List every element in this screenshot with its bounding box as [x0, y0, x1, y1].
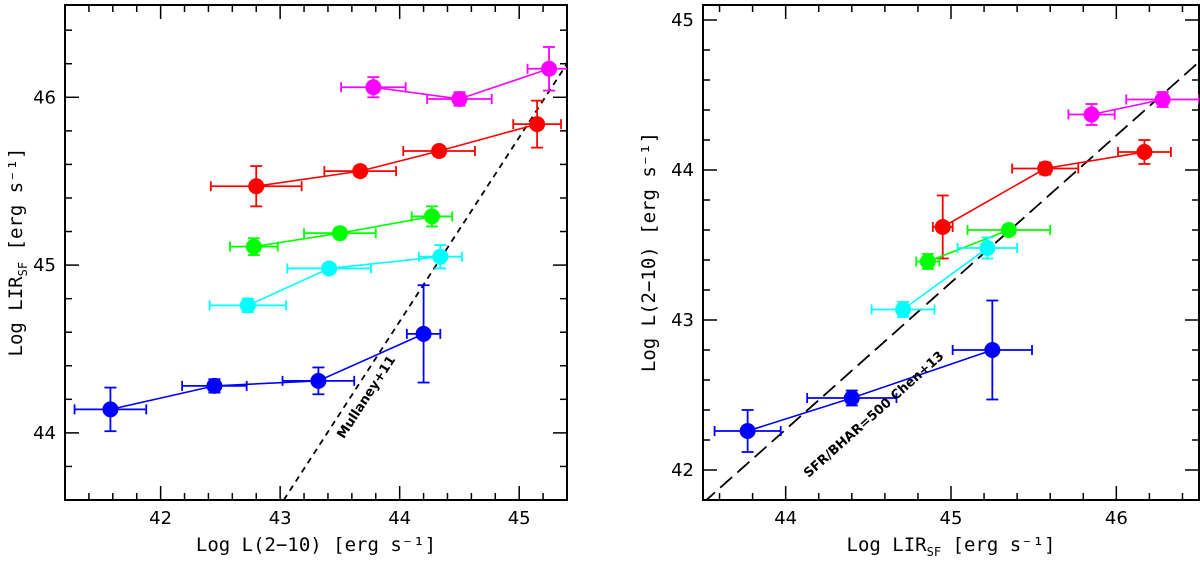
x-tick-label: 44: [388, 508, 411, 529]
series-line: [256, 123, 538, 188]
series-line: [927, 229, 1010, 263]
data-point: [895, 301, 912, 318]
data-point: [1037, 160, 1054, 177]
data-point: [102, 401, 119, 418]
data-point: [529, 116, 546, 133]
reference-line: [705, 61, 1199, 500]
x-axis-label: Log LIRSF [erg s⁻¹]: [847, 534, 1056, 559]
reference-line: [282, 63, 567, 500]
ticks: [64, 5, 568, 501]
data-point: [206, 377, 223, 394]
data-point: [310, 372, 327, 389]
data-point: [415, 325, 432, 342]
data-point: [352, 163, 369, 180]
y-tick-label: 45: [33, 255, 56, 276]
x-tick-label: 45: [508, 508, 531, 529]
data-point: [423, 208, 440, 225]
data-point: [331, 225, 348, 242]
data-point: [1083, 106, 1100, 123]
data-point: [239, 297, 256, 314]
data-point: [919, 253, 936, 270]
plot-area: [705, 61, 1199, 500]
reference-line-annotation: SFR/BHAR=500 Chen+13: [801, 349, 947, 481]
data-point: [248, 178, 265, 195]
series-2: [229, 205, 454, 256]
plot-frame: [64, 4, 568, 501]
right-panel: 44 45 46 42 43 44 45 Log LIRSF [erg s⁻¹] Log L(2…: [638, 4, 1200, 559]
x-tick-label: 46: [1105, 508, 1128, 529]
data-point: [1000, 222, 1017, 238]
data-point: [934, 219, 951, 235]
y-tick-label: 45: [671, 10, 694, 31]
x-axis-label: Log L(2−10) [erg s⁻¹]: [196, 534, 436, 556]
data-point: [979, 240, 996, 256]
data-point: [1154, 91, 1171, 108]
y-axis-label: Log LIRSF [erg s⁻¹]: [5, 148, 30, 357]
series-4: [713, 299, 1033, 453]
series-1: [209, 99, 562, 208]
x-tick-label: 44: [774, 508, 797, 529]
series-line: [110, 333, 424, 411]
data-point: [431, 142, 448, 159]
series-line: [247, 255, 441, 307]
reference-line-annotation: Mullaney+11: [335, 353, 400, 441]
series-1: [931, 139, 1172, 260]
series-line: [902, 247, 988, 311]
x-axis-label-units: [erg s⁻¹]: [941, 534, 1055, 556]
data-point: [245, 238, 262, 255]
y-tick-label: 44: [671, 160, 694, 181]
data-point: [541, 60, 558, 77]
x-tick-label: 45: [940, 508, 963, 529]
data-point: [984, 342, 1001, 358]
series-4: [73, 284, 442, 433]
y-tick-label: 43: [671, 310, 694, 331]
data-point: [451, 90, 468, 107]
series-line: [1091, 98, 1163, 116]
y-axis-label-subscript: SF: [16, 262, 30, 276]
y-tick-label: 42: [671, 460, 694, 481]
ticks: [703, 5, 1199, 501]
data-point: [1136, 144, 1153, 160]
data-point: [321, 260, 338, 277]
y-axis-label-units: [erg s⁻¹]: [5, 148, 27, 262]
series-3: [870, 236, 1019, 318]
data-point: [843, 390, 860, 406]
x-tick-label: 42: [149, 508, 172, 529]
series-3: [208, 244, 463, 314]
data-point: [365, 79, 382, 96]
x-tick-label: 43: [269, 508, 292, 529]
series-2: [915, 222, 1052, 270]
series-0: [340, 46, 567, 107]
left-panel: 42 43 44 45 44 45 46 Log L(2−10) [erg s⁻¹] Log L…: [5, 4, 568, 556]
series-0: [1067, 91, 1199, 126]
y-tick-label: 46: [33, 87, 56, 108]
data-point: [432, 248, 449, 265]
plot-area: [73, 46, 567, 500]
y-axis-label: Log L(2−10) [erg s⁻¹]: [638, 132, 660, 372]
data-point: [739, 423, 756, 439]
x-axis-label-subscript: SF: [927, 545, 941, 559]
y-tick-label: 44: [33, 423, 56, 444]
